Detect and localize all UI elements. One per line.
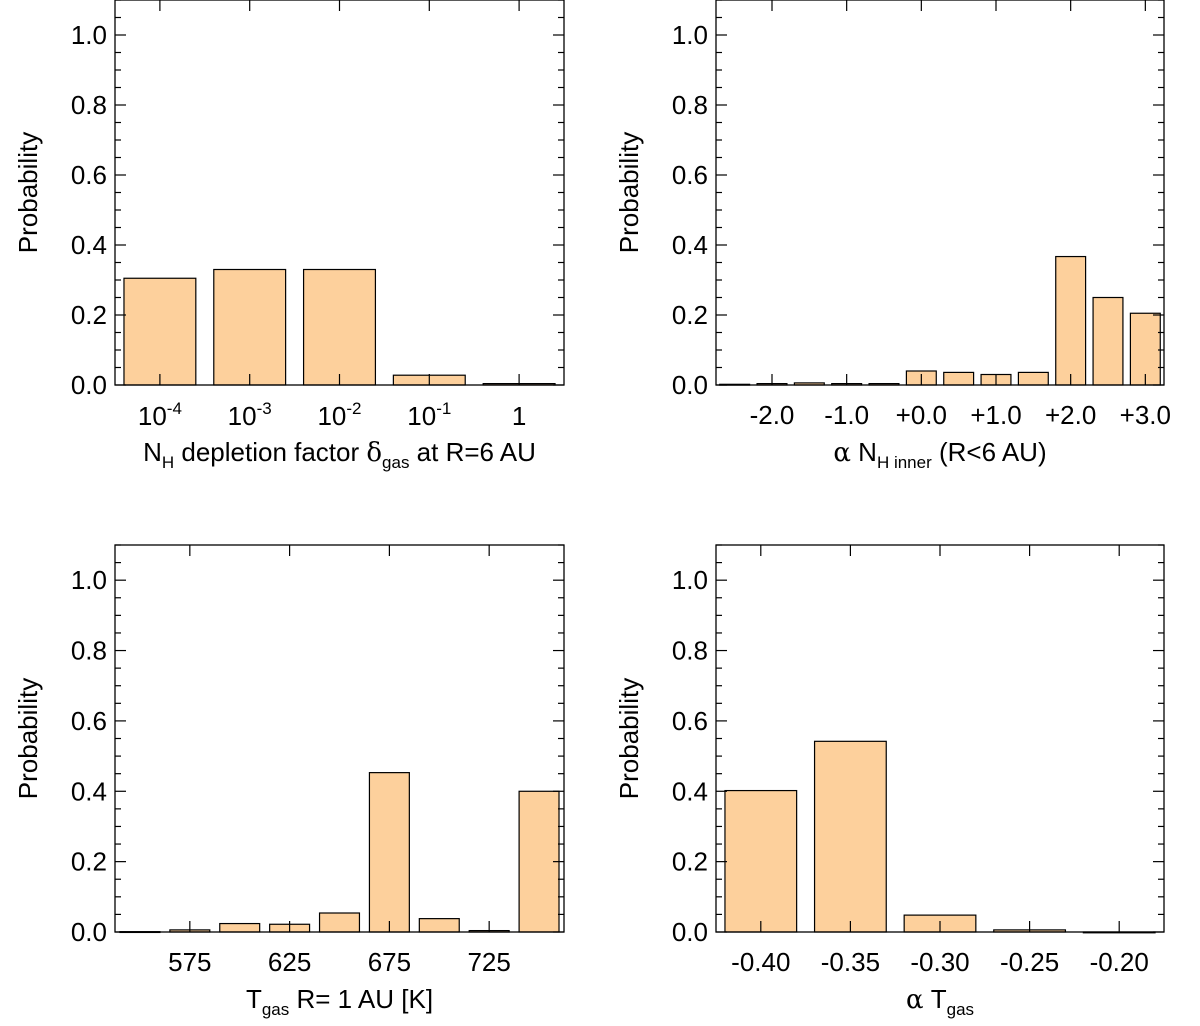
y-tick-label: 0.2 (71, 847, 107, 877)
bar (1017, 371, 1049, 386)
x-tick-label: -0.40 (731, 947, 790, 977)
x-tick-label: -0.20 (1090, 947, 1149, 977)
axes-frame (114, 544, 565, 933)
bar (368, 772, 410, 933)
x-axis-label: NH depletion factor δgas at R=6 AU (143, 437, 536, 472)
bar (318, 912, 361, 933)
y-tick-label: 1.0 (71, 565, 107, 595)
y-tick-label: 0.0 (71, 917, 107, 947)
x-tick-label: -2.0 (750, 400, 795, 430)
y-tick-label: 0.4 (71, 776, 107, 806)
x-tick-label: 10-2 (317, 399, 361, 431)
x-tick-label: 675 (368, 947, 411, 977)
y-axis-label: Probability (13, 678, 43, 799)
y-axis-label: Probability (614, 132, 644, 253)
y-tick-label: 0.4 (672, 230, 708, 260)
bar (213, 268, 287, 386)
x-tick-label: +1.0 (970, 400, 1021, 430)
x-tick-label: +3.0 (1120, 400, 1171, 430)
bar (1092, 296, 1124, 386)
y-tick-label: 0.2 (672, 847, 708, 877)
x-tick-label: -1.0 (824, 400, 869, 430)
y-tick-label: 0.8 (672, 90, 708, 120)
y-tick-label: 1.0 (672, 20, 708, 50)
x-axis-label: α Tgas (906, 984, 974, 1019)
y-tick-label: 0.0 (672, 370, 708, 400)
x-tick-label: 10-1 (407, 399, 451, 431)
bar (123, 277, 197, 386)
y-tick-label: 1.0 (71, 20, 107, 50)
panel-alpha-nh-inner: 0.0 0.2 0.4 0.6 0.8 1.0 -2.0 -1.0 +0.0 +1.0 +2.0 +3… (614, 0, 1171, 472)
bar (219, 922, 261, 933)
y-tick-label: 0.4 (71, 230, 107, 260)
x-axis-label: Tgas R= 1 AU [K] (246, 984, 433, 1019)
bar (418, 918, 460, 933)
x-tick-label: -0.35 (821, 947, 880, 977)
y-tick-label: 0.8 (71, 636, 107, 666)
y-tick-label: 0.6 (71, 706, 107, 736)
y-axis-label: Probability (614, 678, 644, 799)
panel-alpha-tgas: 0.0 0.2 0.4 0.6 0.8 1.0 -0.40 -0.35 -0.30 -0.25 -0… (614, 544, 1165, 1019)
bar (813, 740, 887, 933)
y-tick-label: 0.8 (672, 636, 708, 666)
bar (1129, 312, 1161, 386)
bar (1055, 255, 1087, 386)
x-tick-label: +2.0 (1045, 400, 1096, 430)
y-tick-label: 1.0 (672, 565, 708, 595)
y-tick-label: 0.0 (672, 917, 708, 947)
x-tick-label: 575 (168, 947, 211, 977)
y-tick-label: 0.4 (672, 776, 708, 806)
panel-nh-depletion: 0.0 0.2 0.4 0.6 0.8 1.0 10-4 10-3 10-2 10-1 1 Proba… (13, 0, 565, 472)
x-tick-label: +0.0 (896, 400, 947, 430)
y-tick-label: 0.2 (672, 300, 708, 330)
y-tick-label: 0.6 (71, 160, 107, 190)
y-tick-label: 0.8 (71, 90, 107, 120)
x-tick-label: 1 (512, 401, 526, 431)
y-tick-label: 0.2 (71, 300, 107, 330)
bar (943, 371, 975, 386)
x-tick-label: 625 (268, 947, 311, 977)
y-tick-label: 0.6 (672, 160, 708, 190)
x-tick-label: 10-4 (138, 399, 182, 431)
x-tick-label: 10-3 (228, 399, 272, 431)
x-axis-label: α NH inner (R<6 AU) (833, 437, 1046, 472)
bar (302, 268, 377, 386)
bar (724, 789, 798, 933)
y-axis-label: Probability (13, 132, 43, 253)
x-tick-label: -0.25 (1000, 947, 1059, 977)
panel-tgas: 0.0 0.2 0.4 0.6 0.8 1.0 575 625 675 725 Probabilit… (13, 544, 565, 1019)
x-tick-label: -0.30 (910, 947, 969, 977)
y-tick-label: 0.6 (672, 706, 708, 736)
y-tick-label: 0.0 (71, 370, 107, 400)
x-tick-label: 725 (467, 947, 510, 977)
